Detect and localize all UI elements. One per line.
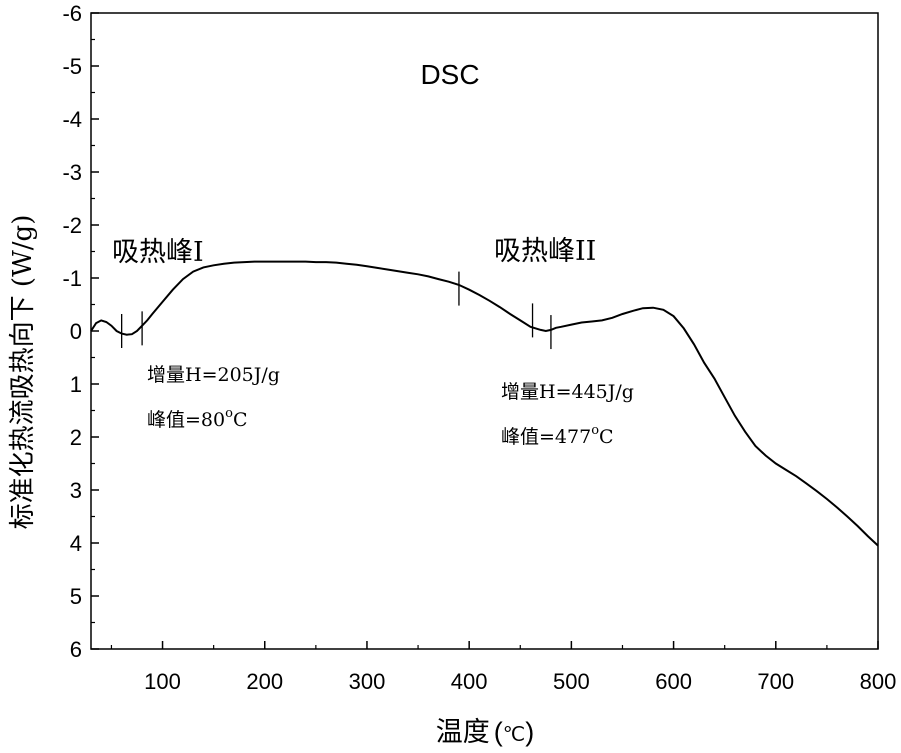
x-axis-label: 温度 (℃)	[436, 717, 534, 748]
series-line-dsc	[90, 260, 879, 547]
y-tick-label: 5	[70, 584, 82, 609]
annotation-peak-1-enthalpy: 增量H=205J/g	[147, 364, 280, 386]
y-tick-label: 0	[70, 319, 82, 344]
annotation-peak-2-value: 峰值=477oC	[501, 423, 614, 448]
annotation-peak-2-enthalpy: 增量H=445J/g	[501, 381, 634, 403]
y-tick-label: -6	[62, 1, 82, 26]
x-axis: 100 200 300 400 500 600 700 800	[110, 641, 897, 694]
annotation-peak-1-value-text: 峰值=80	[147, 409, 225, 431]
x-tick-label: 700	[757, 669, 794, 694]
plot-frame	[90, 12, 879, 650]
x-axis-label-main: 温度	[436, 717, 490, 748]
annotation-peak-2-value-text: 峰值=477	[501, 426, 591, 448]
y-tick-label: 4	[70, 531, 82, 556]
x-tick-label: 400	[451, 669, 488, 694]
y-axis-label: 标准化热流吸热向下 (W/g)	[8, 215, 38, 530]
annotation-peak-2-title: 吸热峰II	[494, 236, 596, 267]
chart-title: DSC	[420, 59, 479, 90]
y-tick-label: -2	[62, 213, 82, 238]
x-axis-label-close: )	[525, 717, 534, 747]
y-tick-label: 1	[70, 372, 82, 397]
peak-markers	[121, 271, 552, 350]
x-tick-label: 100	[144, 669, 181, 694]
x-tick-label: 800	[860, 669, 897, 694]
x-tick-label: 200	[246, 669, 283, 694]
annotation-peak-1-value: 峰值=80oC	[147, 406, 247, 431]
x-tick-label: 300	[349, 669, 386, 694]
x-axis-label-unit: ℃	[503, 724, 525, 746]
y-tick-label: 3	[70, 478, 82, 503]
y-tick-label: -3	[62, 160, 82, 185]
degree-unit: C	[233, 409, 248, 431]
annotation-peak-1-title: 吸热峰I	[112, 237, 204, 268]
y-tick-label: -4	[62, 107, 82, 132]
degree-symbol: o	[225, 406, 233, 421]
y-tick-label: 2	[70, 425, 82, 450]
y-axis: -6 -5 -4 -3 -2 -1 0 1 2 3 4 5 6	[62, 1, 99, 662]
degree-symbol: o	[591, 423, 599, 438]
x-tick-label: 600	[655, 669, 692, 694]
x-tick-label: 500	[553, 669, 590, 694]
y-tick-label: -1	[62, 266, 82, 291]
x-axis-label-open: (	[494, 717, 503, 747]
y-tick-label: -5	[62, 54, 82, 79]
y-tick-label: 6	[70, 637, 82, 662]
degree-unit: C	[599, 426, 614, 448]
